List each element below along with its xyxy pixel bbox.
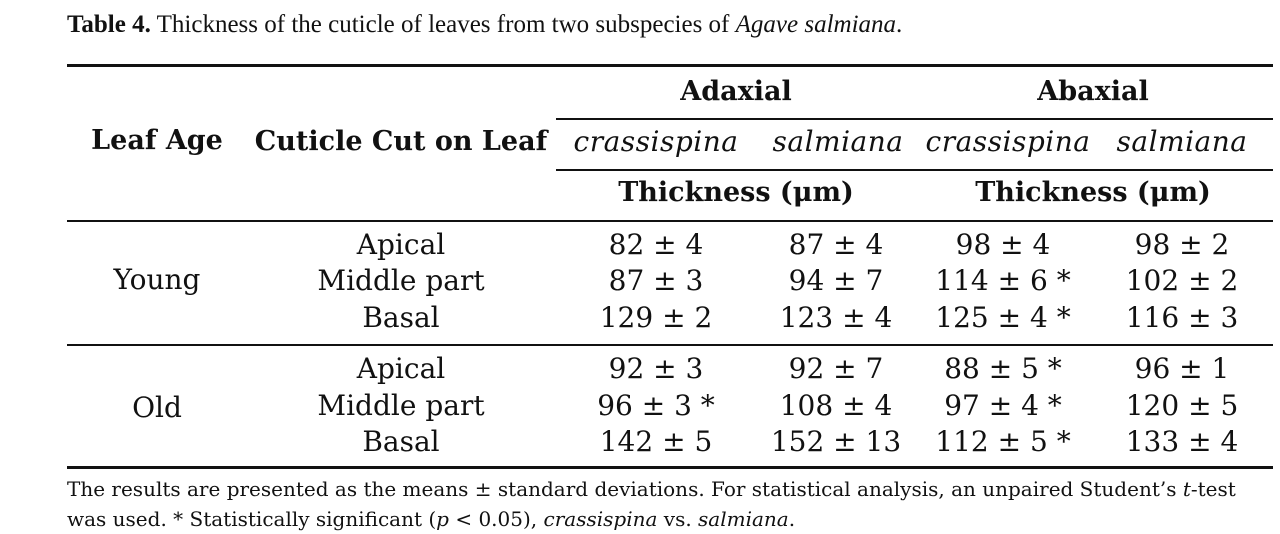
table-cell: 87 ± 4	[788, 228, 884, 261]
caption-species: Agave salmiana	[735, 11, 897, 38]
header-thickness-abaxial: Thickness (μm)	[975, 177, 1211, 208]
footnote-text: -test	[1190, 477, 1236, 501]
table-cell: 98 ± 2	[1134, 228, 1230, 261]
footnote-text: vs.	[657, 507, 699, 531]
table-top-rule	[67, 64, 1273, 67]
header-subspecies-crassispina-adaxial: crassispina	[573, 125, 739, 158]
footnote-text: was used. * Statistically significant (	[67, 507, 437, 531]
table-cell-cut: Middle part	[317, 389, 485, 422]
table-cell: 120 ± 5	[1125, 389, 1239, 422]
footnote-p: p	[436, 507, 449, 531]
table-cell: 98 ± 4	[955, 228, 1051, 261]
table-cell: 92 ± 3	[608, 352, 704, 385]
footnote-text: .	[788, 507, 796, 531]
footnote-text: < 0.05),	[448, 507, 544, 531]
header-subrule-1	[556, 118, 1273, 120]
table-cell: 129 ± 2	[599, 301, 713, 334]
table-cell: 114 ± 6 *	[935, 264, 1071, 297]
caption-text: Thickness of the cuticle of leaves from …	[156, 11, 730, 38]
table-cell: 125 ± 4 *	[935, 301, 1071, 334]
table-cell-cut: Apical	[356, 228, 446, 261]
footnote-t: t	[1182, 477, 1191, 501]
table-caption: Table 4. Thickness of the cuticle of lea…	[67, 8, 1267, 42]
table-footnote: The results are presented as the means ±…	[67, 474, 1277, 534]
table-cell: 112 ± 5 *	[935, 425, 1071, 458]
footnote-text: The results are presented as the means ±…	[67, 477, 1183, 501]
table-cell: 108 ± 4	[779, 389, 893, 422]
table-cell: 116 ± 3	[1125, 301, 1239, 334]
row-group-age: Young	[113, 263, 201, 296]
table-cell: 92 ± 7	[788, 352, 884, 385]
table-cell-cut: Basal	[362, 425, 440, 458]
table-cell: 142 ± 5	[599, 425, 713, 458]
table-cell: 102 ± 2	[1125, 264, 1239, 297]
footnote-line-2: was used. * Statistically significant (p…	[67, 504, 1277, 534]
header-subspecies-crassispina-abaxial: crassispina	[925, 125, 1091, 158]
table-cell: 96 ± 3 *	[597, 389, 715, 422]
caption-period: .	[896, 11, 903, 38]
header-subrule-2	[556, 169, 1273, 171]
group-divider-rule	[67, 344, 1273, 346]
header-cuticle-cut: Cuticle Cut on Leaf	[254, 126, 548, 157]
header-thickness-adaxial: Thickness (μm)	[618, 177, 854, 208]
header-subspecies-salmiana-adaxial: salmiana	[772, 125, 904, 158]
header-leaf-age: Leaf Age	[91, 125, 223, 156]
table-cell-cut: Apical	[356, 352, 446, 385]
table-cell: 123 ± 4	[779, 301, 893, 334]
header-subspecies-salmiana-abaxial: salmiana	[1116, 125, 1248, 158]
table-cell: 87 ± 3	[608, 264, 704, 297]
table-cell: 82 ± 4	[608, 228, 704, 261]
caption-label: Table 4.	[67, 11, 151, 38]
table-cell-cut: Basal	[362, 301, 440, 334]
table-cell: 152 ± 13	[770, 425, 902, 458]
table-bottom-rule	[67, 466, 1273, 469]
table-cell: 97 ± 4 *	[944, 389, 1062, 422]
header-bottom-rule	[67, 220, 1273, 222]
table-cell: 133 ± 4	[1125, 425, 1239, 458]
footnote-line-1: The results are presented as the means ±…	[67, 474, 1277, 504]
table-cell: 96 ± 1	[1134, 352, 1230, 385]
row-group-age: Old	[132, 391, 182, 424]
header-adaxial: Adaxial	[680, 76, 792, 107]
footnote-subspecies: crassispina	[543, 507, 658, 531]
table-cell-cut: Middle part	[317, 264, 485, 297]
table-cell: 94 ± 7	[788, 264, 884, 297]
table-cell: 88 ± 5 *	[944, 352, 1062, 385]
footnote-subspecies: salmiana	[698, 507, 789, 531]
header-abaxial: Abaxial	[1037, 76, 1149, 107]
